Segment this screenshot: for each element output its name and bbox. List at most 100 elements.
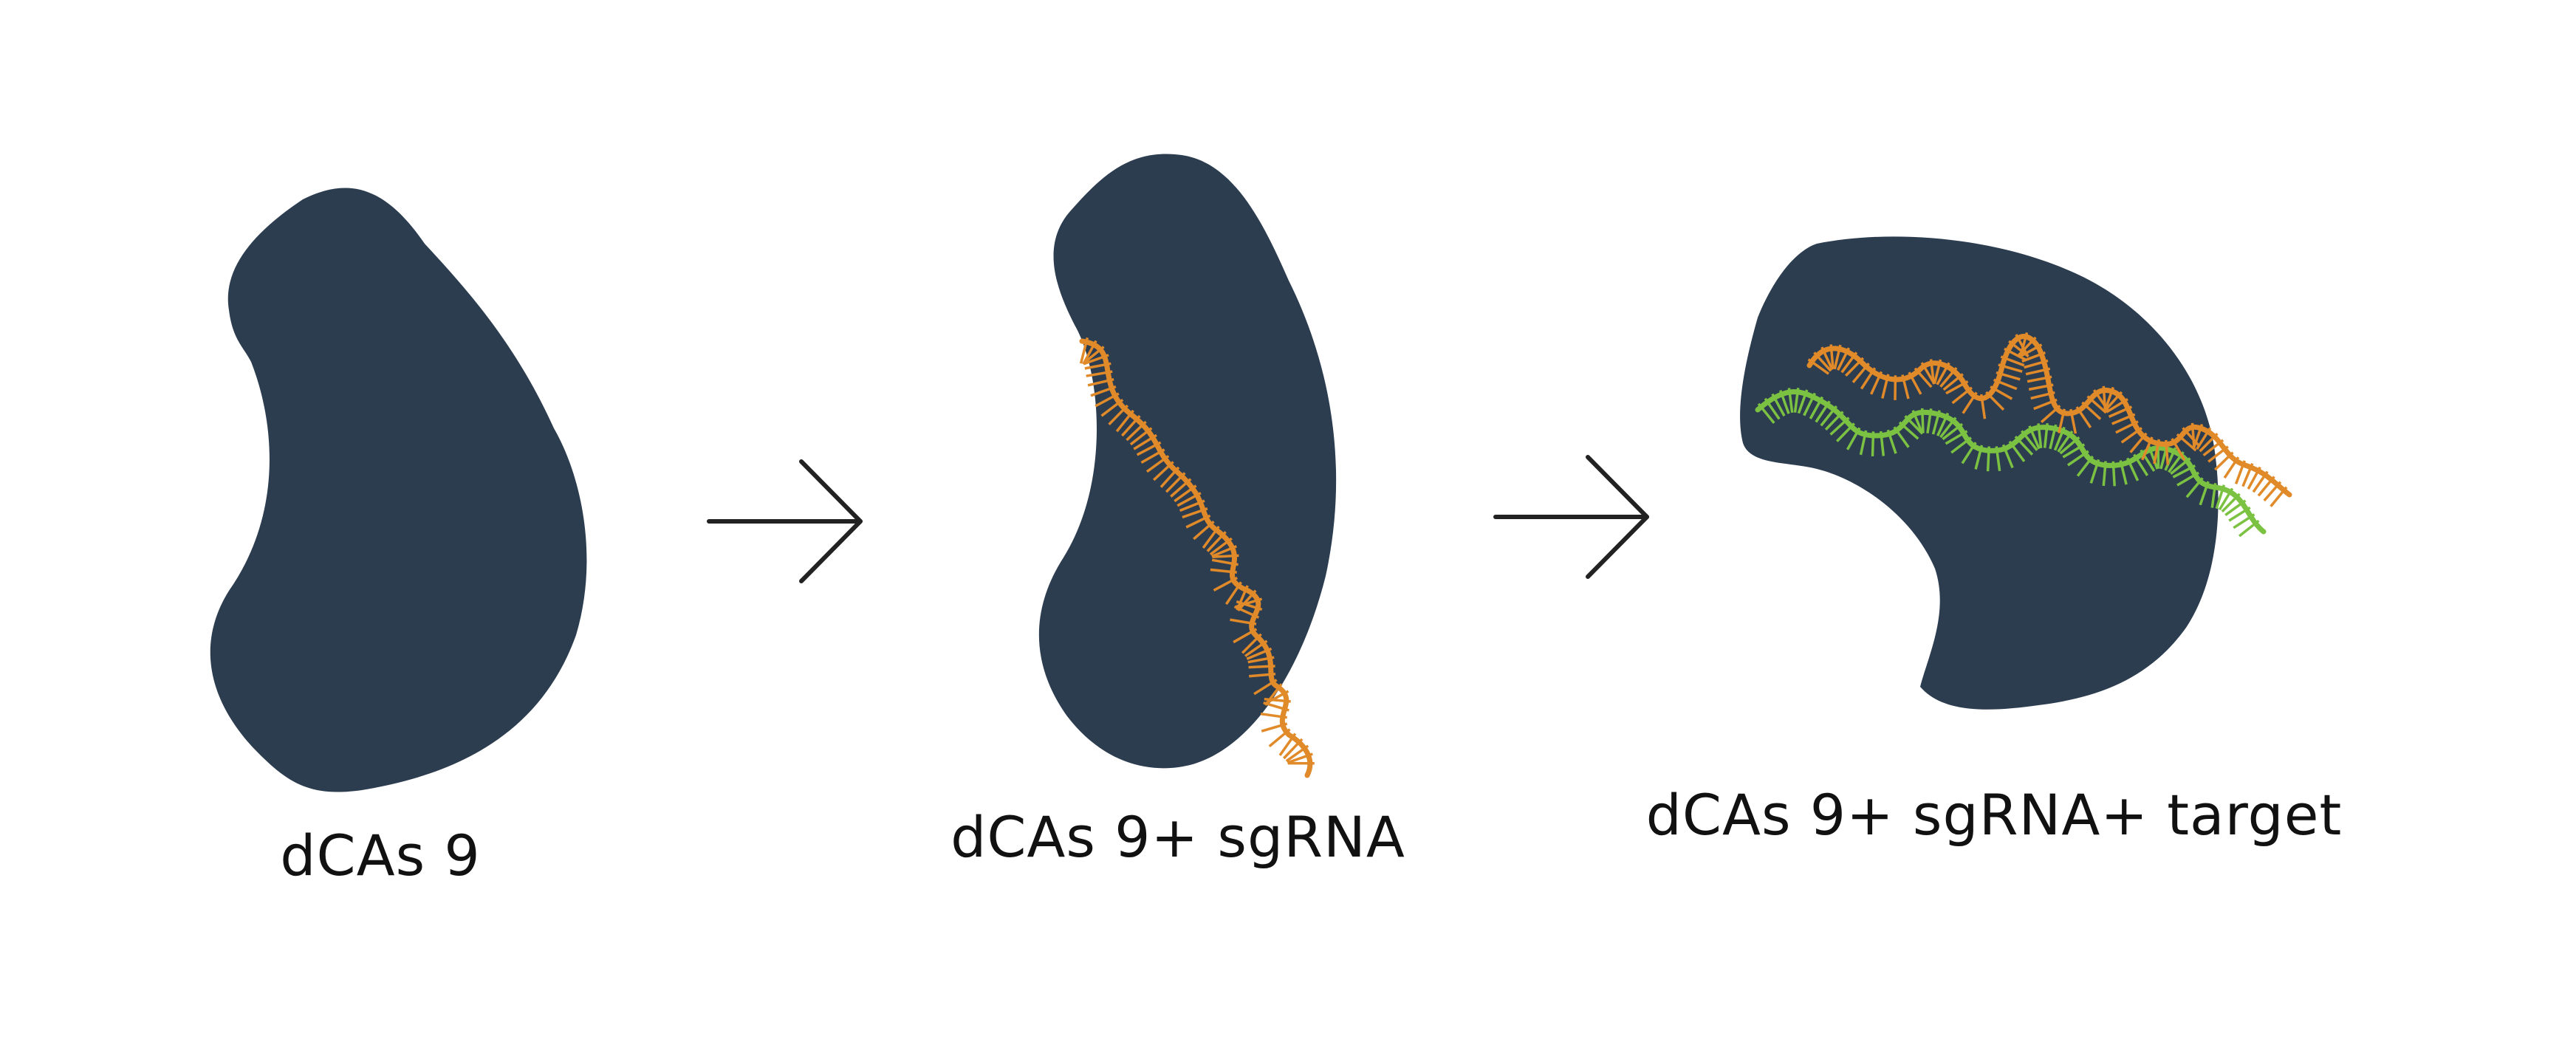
- base-pair-rung: [2019, 343, 2043, 358]
- base-pair-rung: [1126, 420, 1147, 442]
- base-pair-rung: [1202, 525, 1220, 549]
- base-pair-rung: [2104, 391, 2123, 412]
- arrow-2: [1493, 455, 1649, 579]
- arrow-1: [707, 459, 863, 583]
- base-pair-rung: [1836, 347, 1851, 371]
- base-pair-rung: [1179, 499, 1205, 512]
- base-pair-rung: [2172, 464, 2196, 479]
- base-pair-rung: [2062, 443, 2086, 459]
- base-pair-rung: [2233, 513, 2255, 529]
- base-pair-rung: [2153, 439, 2161, 464]
- base-pair-rung: [2024, 359, 2049, 369]
- base-pair-rung: [2001, 444, 2014, 469]
- base-pair-rung: [1995, 446, 2001, 472]
- base-pair-rung: [2171, 438, 2186, 461]
- base-pair-rung: [1820, 346, 1834, 371]
- base-pair-rung: [2059, 436, 2080, 455]
- base-pair-rung: [2115, 420, 2139, 434]
- base-pair-rung: [2133, 453, 2149, 476]
- base-pair-rung: [1844, 357, 1865, 377]
- base-pair-rung: [2108, 405, 2133, 419]
- base-pair-rung: [1140, 448, 1165, 464]
- base-pair-rung: [1820, 405, 1838, 427]
- base-pair-rung: [2067, 450, 2089, 467]
- base-pair-rung: [2049, 424, 2058, 450]
- base-pair-rung: [1212, 554, 1239, 558]
- base-pair-rung: [2185, 477, 2204, 498]
- base-pair-rung: [2033, 398, 2058, 411]
- base-pair-rung: [1230, 618, 1257, 625]
- dcas9-sgrna-target-protein-blob: [1740, 236, 2219, 710]
- base-pair-rung: [1087, 377, 1114, 387]
- base-pair-rung: [1779, 390, 1790, 414]
- base-pair-rung: [1233, 628, 1258, 644]
- base-pair-rung: [2119, 460, 2128, 485]
- base-pair-rung: [1962, 391, 1978, 414]
- base-pair-rung: [1951, 386, 1973, 405]
- base-pair-rung: [1182, 507, 1208, 519]
- base-pair-rung: [1193, 520, 1215, 541]
- panel-label-dcas9-sgrna: dCAs 9+ sgRNA: [950, 804, 1405, 870]
- base-pair-rung: [1120, 415, 1141, 437]
- base-pair-rung: [1209, 537, 1233, 556]
- sgrna-strand-bound: [1806, 332, 2292, 507]
- base-pair-rung: [1901, 374, 1910, 399]
- base-pair-rung: [1998, 363, 2023, 373]
- dcas9-sgrna-protein-blob: [1038, 154, 1337, 769]
- base-pair-rung: [1170, 478, 1192, 498]
- base-pair-rung: [1090, 385, 1117, 397]
- base-pair-rung: [2192, 424, 2204, 448]
- base-pair-rung: [2027, 375, 2052, 383]
- base-pair-rung: [2140, 436, 2154, 461]
- base-pair-rung: [1936, 362, 1950, 385]
- base-pair-rung: [2040, 405, 2061, 424]
- base-pair-rung: [1264, 690, 1289, 705]
- base-pair-rung: [1931, 410, 1941, 435]
- base-pair-rung: [2270, 486, 2288, 507]
- base-pair-rung: [2106, 398, 2128, 414]
- base-pair-rung: [2196, 427, 2212, 450]
- panel-dcas9-sgrna: dCAs 9+ sgRNA: [950, 154, 1405, 870]
- base-pair-rung: [1249, 672, 1276, 678]
- base-pair-rung: [2111, 461, 2116, 487]
- base-pair-rung: [2025, 367, 2051, 376]
- base-pair-rung: [1133, 433, 1157, 450]
- base-pair-rung: [1961, 442, 1977, 464]
- base-pair-rung: [1933, 359, 1942, 385]
- sgrna-backbone: [1079, 338, 1313, 778]
- panel-dcas9: dCAs 9: [210, 188, 587, 888]
- base-pair-rung: [1236, 600, 1263, 611]
- base-pair-rung: [1236, 597, 1263, 608]
- base-pair-rung: [1285, 744, 1309, 763]
- base-pair-rung: [2111, 413, 2136, 425]
- base-pair-rung: [2263, 481, 2282, 502]
- base-pair-rung: [1153, 461, 1174, 481]
- base-pair-rung: [1237, 589, 1257, 611]
- base-pair-rung: [2202, 439, 2224, 456]
- base-pair-rung: [1879, 431, 1885, 456]
- base-pair-rung: [1082, 346, 1105, 365]
- base-pair-rung: [2228, 506, 2251, 522]
- base-pair-rung: [2140, 449, 2156, 472]
- base-pair-rung: [1210, 568, 1237, 574]
- base-pair-rung: [2028, 425, 2041, 450]
- base-pair-rung: [2030, 391, 2055, 400]
- base-pair-rung: [2043, 423, 2049, 448]
- base-pair-rung: [1084, 362, 1111, 370]
- base-pair-rung: [1145, 455, 1170, 473]
- base-pair-rung: [2058, 408, 2066, 433]
- base-pair-rung: [1115, 409, 1134, 433]
- base-pair-rung: [1244, 639, 1268, 657]
- base-pair-rung: [1757, 402, 1775, 425]
- base-pair-rung: [2004, 347, 2027, 362]
- base-pair-rung: [1079, 337, 1089, 364]
- base-pair-rung: [1840, 351, 1858, 374]
- base-pair-rung: [1979, 394, 1987, 419]
- base-pair-rung: [1793, 388, 1800, 413]
- base-pair-rung: [1871, 431, 1875, 456]
- base-pair-rung: [2103, 386, 2114, 411]
- base-pair-rung: [1870, 371, 1883, 395]
- base-pair-rung: [2207, 445, 2229, 463]
- base-pair-rung: [2215, 484, 2226, 510]
